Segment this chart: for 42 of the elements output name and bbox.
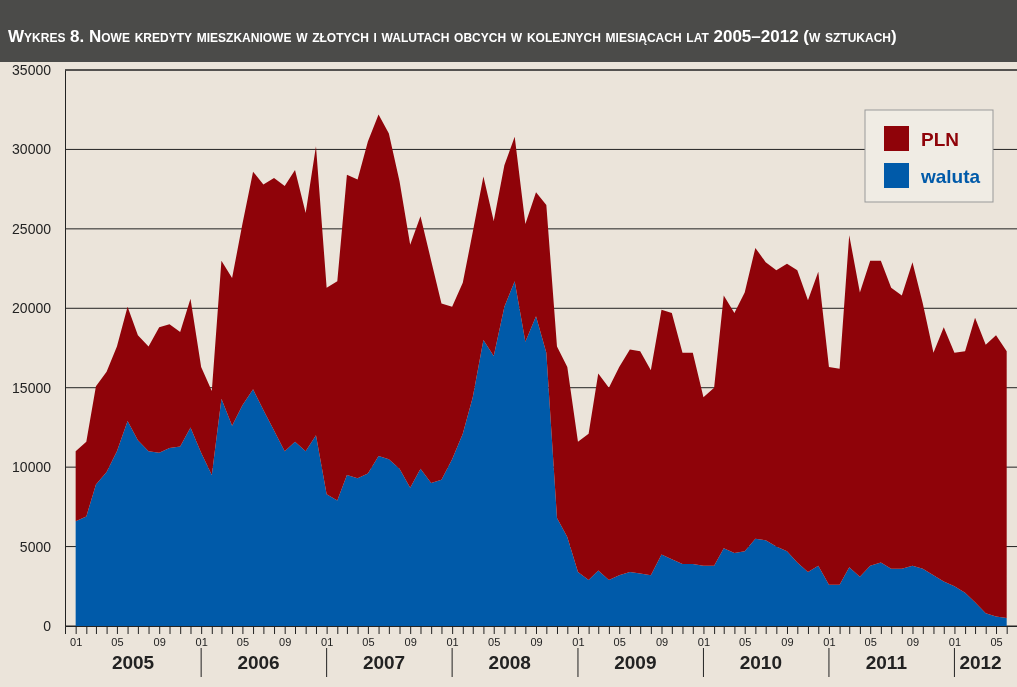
x-tick-label: 01 (70, 635, 83, 648)
x-tick-label: 05 (864, 635, 877, 648)
x-tick-label: 05 (739, 635, 752, 648)
x-tick-label: 01 (195, 635, 208, 648)
text: 2010 (739, 652, 782, 673)
x-tick-label: 01 (572, 635, 585, 648)
x-tick-label: 09 (404, 635, 417, 648)
x-tick-label: 05 (613, 635, 626, 648)
y-tick-label: 0 (43, 617, 52, 634)
x-tick-label: 05 (236, 635, 250, 648)
text: 2011 (865, 652, 908, 673)
y-tick-label: 30000 (12, 141, 52, 158)
x-tick-label: 05 (111, 635, 124, 648)
x-tick-label: 09 (153, 635, 166, 648)
legend-label: waluta (920, 166, 981, 187)
x-tick-label: 09 (906, 635, 920, 648)
text: 2005 (111, 652, 155, 673)
x-tick-label: 05 (362, 635, 375, 648)
x-tick-label: 01 (321, 635, 334, 648)
y-tick-label: 20000 (12, 300, 52, 317)
chart-title: Wykres 8. Nowe kredyty mieszkaniowe w złotych i walutach obcych w kolejnych miesiącach lat 2005–2012 (w sztukach) (8, 27, 897, 46)
text: 2009 (614, 652, 657, 673)
y-tick-label: 35000 (12, 61, 52, 78)
x-tick-label: 05 (488, 635, 501, 648)
x-tick-label: 09 (655, 635, 669, 648)
text: 2007 (362, 652, 406, 673)
x-tick-label: 01 (697, 635, 711, 648)
x-tick-label: 09 (781, 635, 794, 648)
text: 2008 (488, 652, 531, 673)
text: 2012 (959, 652, 1002, 673)
x-tick-label: 01 (446, 635, 459, 648)
x-tick-label: 09 (279, 635, 292, 648)
x-tick-label: 09 (530, 635, 543, 648)
y-tick-label: 10000 (12, 459, 52, 476)
x-tick-label: 05 (990, 635, 1003, 648)
text: 2006 (237, 652, 280, 673)
y-tick-label: 25000 (12, 220, 52, 237)
legend-label: PLN (921, 129, 959, 150)
y-tick-label: 5000 (19, 538, 52, 555)
x-tick-label: 01 (948, 635, 962, 648)
y-tick-label: 15000 (12, 379, 52, 396)
x-tick-label: 01 (823, 635, 836, 648)
